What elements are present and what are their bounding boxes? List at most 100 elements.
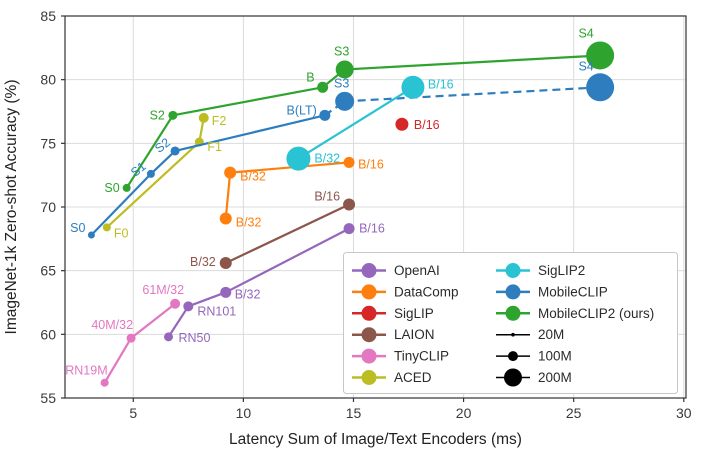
series-line-segment [150, 150, 176, 175]
legend-marker-dot [505, 305, 521, 321]
point-label: S4 [578, 26, 593, 40]
series-line-segment [344, 54, 601, 71]
legend-marker-dot [508, 351, 518, 362]
y-tick-label: 55 [40, 390, 56, 406]
data-point [87, 231, 95, 239]
data-point [183, 301, 194, 312]
point-label: S3 [334, 44, 349, 58]
data-point [126, 333, 136, 343]
legend-marker-dot [511, 332, 515, 337]
legend-label: DataComp [394, 284, 459, 299]
legend-label: OpenAI [394, 263, 440, 278]
point-label: S2 [150, 108, 165, 122]
data-point [343, 223, 355, 235]
series-line-segment [225, 227, 350, 294]
point-label: F1 [207, 140, 222, 154]
x-tick-label: 10 [236, 405, 252, 421]
series-line-segment [230, 161, 350, 174]
legend-marker-dot [505, 263, 521, 278]
series-line-segment [174, 114, 326, 153]
y-tick-label: 85 [40, 8, 56, 24]
data-point [198, 112, 209, 123]
point-label: B/16 [414, 118, 440, 132]
legend-marker-dot [504, 368, 522, 387]
legend-label: LAION [394, 327, 435, 342]
data-point [224, 166, 237, 179]
series-laion [219, 198, 356, 270]
x-axis-label: Latency Sum of Image/Text Encoders (ms) [229, 431, 522, 448]
y-axis-label: ImageNet-1k Zero-shot Accuracy (%) [3, 80, 20, 335]
point-label: RN101 [197, 304, 236, 318]
series-mobileclip2-ours- [122, 41, 615, 192]
data-point [586, 41, 615, 70]
point-label: B/16 [358, 157, 384, 171]
point-label: S0 [70, 221, 85, 235]
series-line-segment [106, 141, 201, 229]
point-label: RN50 [179, 331, 211, 345]
series-line-segment [172, 86, 323, 117]
series-line-segment [130, 302, 176, 340]
legend-label: TinyCLIP [394, 349, 449, 364]
legend-label: 200M [538, 370, 572, 385]
point-label: F0 [114, 226, 129, 240]
data-point [170, 146, 180, 156]
legend-marker-dot [361, 263, 377, 278]
data-point [219, 257, 232, 270]
x-tick-label: 5 [129, 405, 137, 421]
legend-label: MobileCLIP [538, 284, 608, 299]
data-point [219, 212, 232, 225]
legend-label: 20M [538, 327, 564, 342]
point-label: S2 [152, 135, 173, 155]
data-point [286, 146, 311, 171]
point-label: B(LT) [287, 103, 317, 117]
legend-label: 100M [538, 349, 572, 364]
x-tick-label: 20 [456, 405, 472, 421]
point-label: S1 [128, 159, 149, 179]
data-point [168, 110, 178, 120]
legend-label: SigLIP2 [538, 263, 585, 278]
series-line-segment [224, 172, 232, 219]
data-point [122, 183, 131, 192]
legend-marker-dot [361, 370, 377, 385]
point-label: B [306, 70, 314, 84]
data-point [170, 298, 181, 309]
point-label: B/16 [428, 77, 454, 91]
series-line-segment [90, 173, 152, 236]
series-line-segment [297, 86, 414, 160]
data-point [343, 198, 356, 211]
data-point [319, 109, 331, 121]
point-label: S4 [578, 59, 593, 73]
series-siglip [395, 117, 409, 131]
legend-marker-dot [361, 327, 377, 343]
data-point [317, 81, 329, 93]
point-label: B/32 [314, 152, 340, 166]
point-label: RN19M [65, 364, 107, 378]
point-labels: RN50 RN101 B/32 B/16 B/32 B/32 B/16 B/16 B/32 B/1… [65, 26, 594, 377]
data-point [395, 117, 409, 131]
data-point [586, 73, 615, 102]
point-label: B/32 [240, 170, 266, 184]
axes: 5 10 15 20 25 30 55 60 65 70 75 80 85 Latency Sum of … [3, 8, 692, 448]
y-tick-label: 65 [40, 263, 56, 279]
series-aced [102, 112, 209, 232]
series-siglip2 [286, 75, 425, 171]
y-tick-label: 75 [40, 135, 56, 151]
y-tick-label: 70 [40, 199, 56, 215]
y-tick-label: 80 [40, 72, 56, 88]
series-line-segment [167, 305, 190, 338]
data-point [100, 378, 109, 387]
data-point [146, 169, 155, 178]
series-line-segment [225, 203, 350, 265]
y-tick-label: 60 [40, 326, 56, 342]
legend-marker-dot [361, 284, 377, 300]
point-label: B/32 [235, 287, 261, 301]
legend-label: MobileCLIP2 (ours) [538, 306, 654, 321]
point-label: B/32 [190, 255, 216, 269]
series-mobileclip [87, 73, 615, 239]
series-tinyclip [100, 298, 181, 387]
legend-marker-dot [505, 284, 521, 300]
series-line-segment [125, 114, 174, 189]
series-datacomp [219, 156, 355, 225]
